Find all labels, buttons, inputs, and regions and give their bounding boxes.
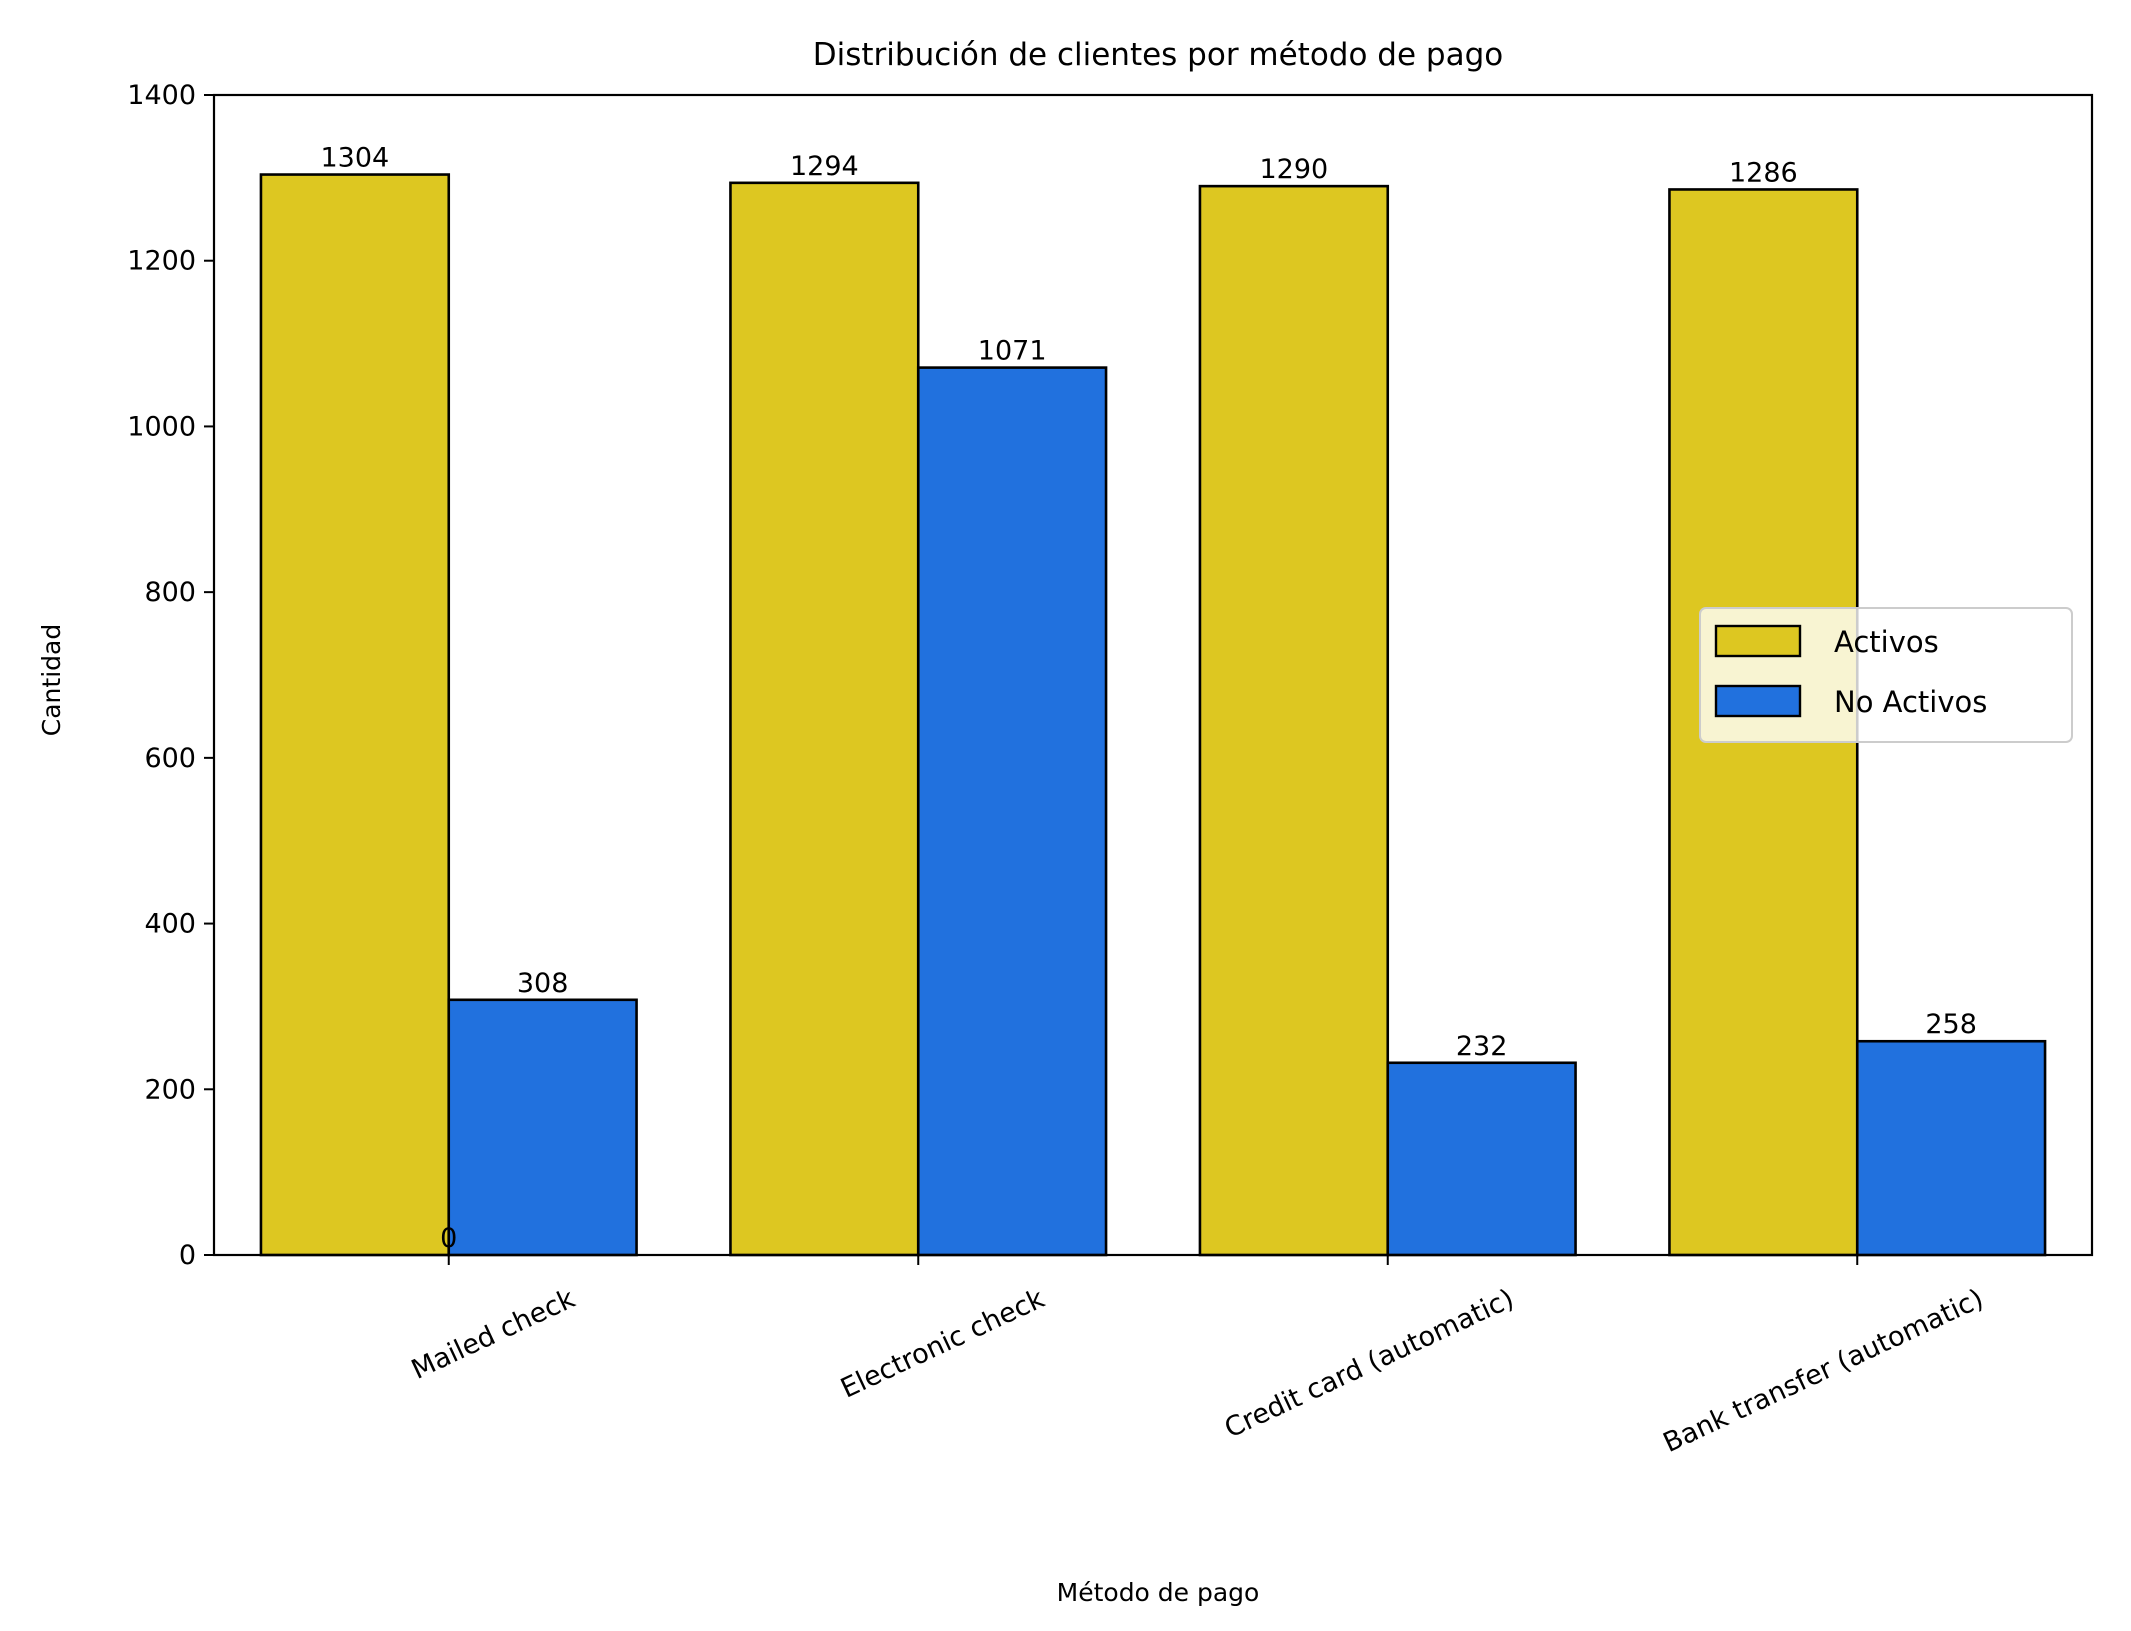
y-axis-label: Cantidad: [37, 624, 66, 736]
data-label: 258: [1925, 1009, 1977, 1040]
y-tick-label: 400: [144, 909, 196, 940]
y-tick-label: 600: [144, 743, 196, 774]
legend: Activos No Activos: [1699, 607, 2073, 743]
data-label: 308: [517, 968, 569, 999]
legend-swatch-no-activos: [1714, 684, 1802, 718]
y-tick-label: 0: [179, 1240, 196, 1271]
y-tick-label: 800: [144, 577, 196, 608]
data-label: 1294: [790, 151, 859, 182]
y-tick-label: 200: [144, 1074, 196, 1105]
bar-no-activos-3: [1855, 1039, 2047, 1257]
bar-no-activos-0: [447, 998, 638, 1257]
bar-activos-2: [1198, 184, 1390, 1257]
data-label: 1304: [320, 143, 389, 174]
bar-no-activos-1: [916, 366, 1108, 1257]
bar-no-activos-2: [1386, 1061, 1577, 1257]
bar-activos-0: [259, 173, 451, 1257]
legend-swatch-activos: [1714, 624, 1802, 658]
data-label: 232: [1456, 1031, 1508, 1062]
y-tick-label: 1000: [127, 411, 196, 442]
y-tick-label: 1400: [127, 80, 196, 111]
y-tick-label: 1200: [127, 246, 196, 277]
bar-activos-1: [729, 181, 920, 1257]
chart-title: Distribución de clientes por método de p…: [813, 37, 1503, 73]
legend-label: Activos: [1834, 625, 1939, 659]
axes-frame: [212, 93, 2094, 1257]
data-label-zero: 0: [440, 1223, 457, 1254]
legend-label: No Activos: [1834, 685, 1987, 719]
data-label: 1290: [1259, 154, 1328, 185]
data-label: 1286: [1729, 157, 1798, 188]
data-label: 1071: [978, 336, 1047, 367]
x-axis-label: Método de pago: [1057, 1578, 1260, 1607]
